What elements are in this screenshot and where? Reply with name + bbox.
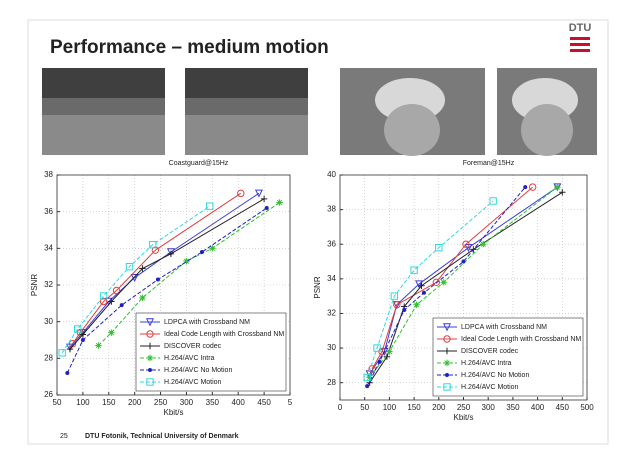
- data-point: [156, 278, 159, 281]
- data-point: [386, 348, 392, 354]
- page-number: 25: [60, 433, 68, 440]
- legend-label: DISCOVER codec: [461, 348, 519, 355]
- legend-label: Ideal Code Length with Crossband NM: [164, 331, 284, 338]
- legend-label: Ideal Code Length with Crossband NM: [461, 336, 581, 343]
- x-tick-label: 500: [580, 403, 594, 412]
- slide: Performance – medium motion DTU 25 DTU F…: [0, 0, 627, 459]
- x-tick-label: 450: [556, 403, 570, 412]
- legend-marker: [444, 360, 450, 366]
- x-tick-label: 50: [53, 398, 62, 407]
- y-tick-label: 34: [44, 243, 53, 252]
- legend-label: H.264/AVC No Motion: [164, 367, 232, 374]
- legend-label: DISCOVER codec: [164, 343, 222, 350]
- data-point: [480, 241, 486, 247]
- data-point: [265, 207, 268, 210]
- y-tick-label: 36: [327, 239, 336, 248]
- data-point: [81, 339, 84, 342]
- x-tick-label: 250: [154, 398, 168, 407]
- data-point: [462, 260, 465, 263]
- legend-label: H.264/AVC Intra: [164, 355, 215, 362]
- x-tick-label: 100: [383, 403, 397, 412]
- y-tick-label: 32: [327, 309, 336, 318]
- y-tick-label: 30: [44, 317, 53, 326]
- legend-label: H.264/AVC No Motion: [461, 372, 529, 379]
- x-tick-label: 350: [506, 403, 520, 412]
- data-point: [108, 329, 114, 335]
- x-tick-label: 350: [206, 398, 220, 407]
- data-point: [403, 309, 406, 312]
- data-point: [66, 372, 69, 375]
- logo-text: DTU: [569, 22, 592, 34]
- x-tick-label: 250: [457, 403, 471, 412]
- y-tick-label: 28: [44, 353, 53, 362]
- y-tick-label: 38: [327, 205, 336, 214]
- footer: DTU Fotonik, Technical University of Den…: [85, 433, 239, 440]
- legend-label: LDPCA with Crossband NM: [164, 319, 250, 326]
- legend-label: H.264/AVC Motion: [461, 384, 519, 391]
- chart-caption: Coastguard@15Hz: [169, 160, 229, 167]
- logo-icon: [570, 37, 590, 52]
- data-point: [276, 199, 282, 205]
- data-point: [200, 251, 203, 254]
- x-tick-label: 200: [432, 403, 446, 412]
- data-point: [378, 360, 381, 363]
- y-tick-label: 36: [44, 207, 53, 216]
- data-point: [120, 304, 123, 307]
- legend-marker: [149, 369, 152, 372]
- x-tick-label: 150: [407, 403, 421, 412]
- slide-title: Performance – medium motion: [50, 37, 329, 58]
- y-tick-label: 40: [327, 170, 336, 179]
- x-tick-label: 0: [338, 403, 343, 412]
- x-tick-label: 400: [531, 403, 545, 412]
- legend-marker: [446, 374, 449, 377]
- data-point: [554, 184, 560, 190]
- x-tick-label: 100: [76, 398, 90, 407]
- data-point: [524, 186, 527, 189]
- y-axis-label: PSNR: [313, 276, 322, 298]
- y-tick-label: 34: [327, 274, 336, 283]
- y-tick-label: 38: [44, 170, 53, 179]
- data-point: [413, 302, 419, 308]
- x-tick-label: 5: [288, 398, 293, 407]
- legend-label: H.264/AVC Intra: [461, 360, 512, 367]
- x-tick-label: 300: [180, 398, 194, 407]
- x-tick-label: 50: [360, 403, 369, 412]
- y-tick-label: 28: [327, 378, 336, 387]
- y-axis-label: PSNR: [30, 274, 39, 296]
- y-tick-label: 30: [327, 343, 336, 352]
- x-axis-label: Kbit/s: [163, 408, 183, 417]
- x-tick-label: 300: [482, 403, 496, 412]
- data-point: [95, 342, 101, 348]
- data-point: [441, 279, 447, 285]
- legend-label: LDPCA with Crossband NM: [461, 324, 547, 331]
- data-point: [422, 291, 425, 294]
- legend-label: H.264/AVC Motion: [164, 379, 222, 386]
- legend-marker: [147, 355, 153, 361]
- x-axis-label: Kbit/s: [453, 413, 473, 422]
- data-point: [366, 385, 369, 388]
- x-tick-label: 450: [257, 398, 271, 407]
- y-tick-label: 32: [44, 280, 53, 289]
- x-tick-label: 200: [128, 398, 142, 407]
- chart-caption: Foreman@15Hz: [463, 160, 515, 167]
- x-tick-label: 400: [232, 398, 246, 407]
- data-point: [139, 295, 145, 301]
- x-tick-label: 150: [102, 398, 116, 407]
